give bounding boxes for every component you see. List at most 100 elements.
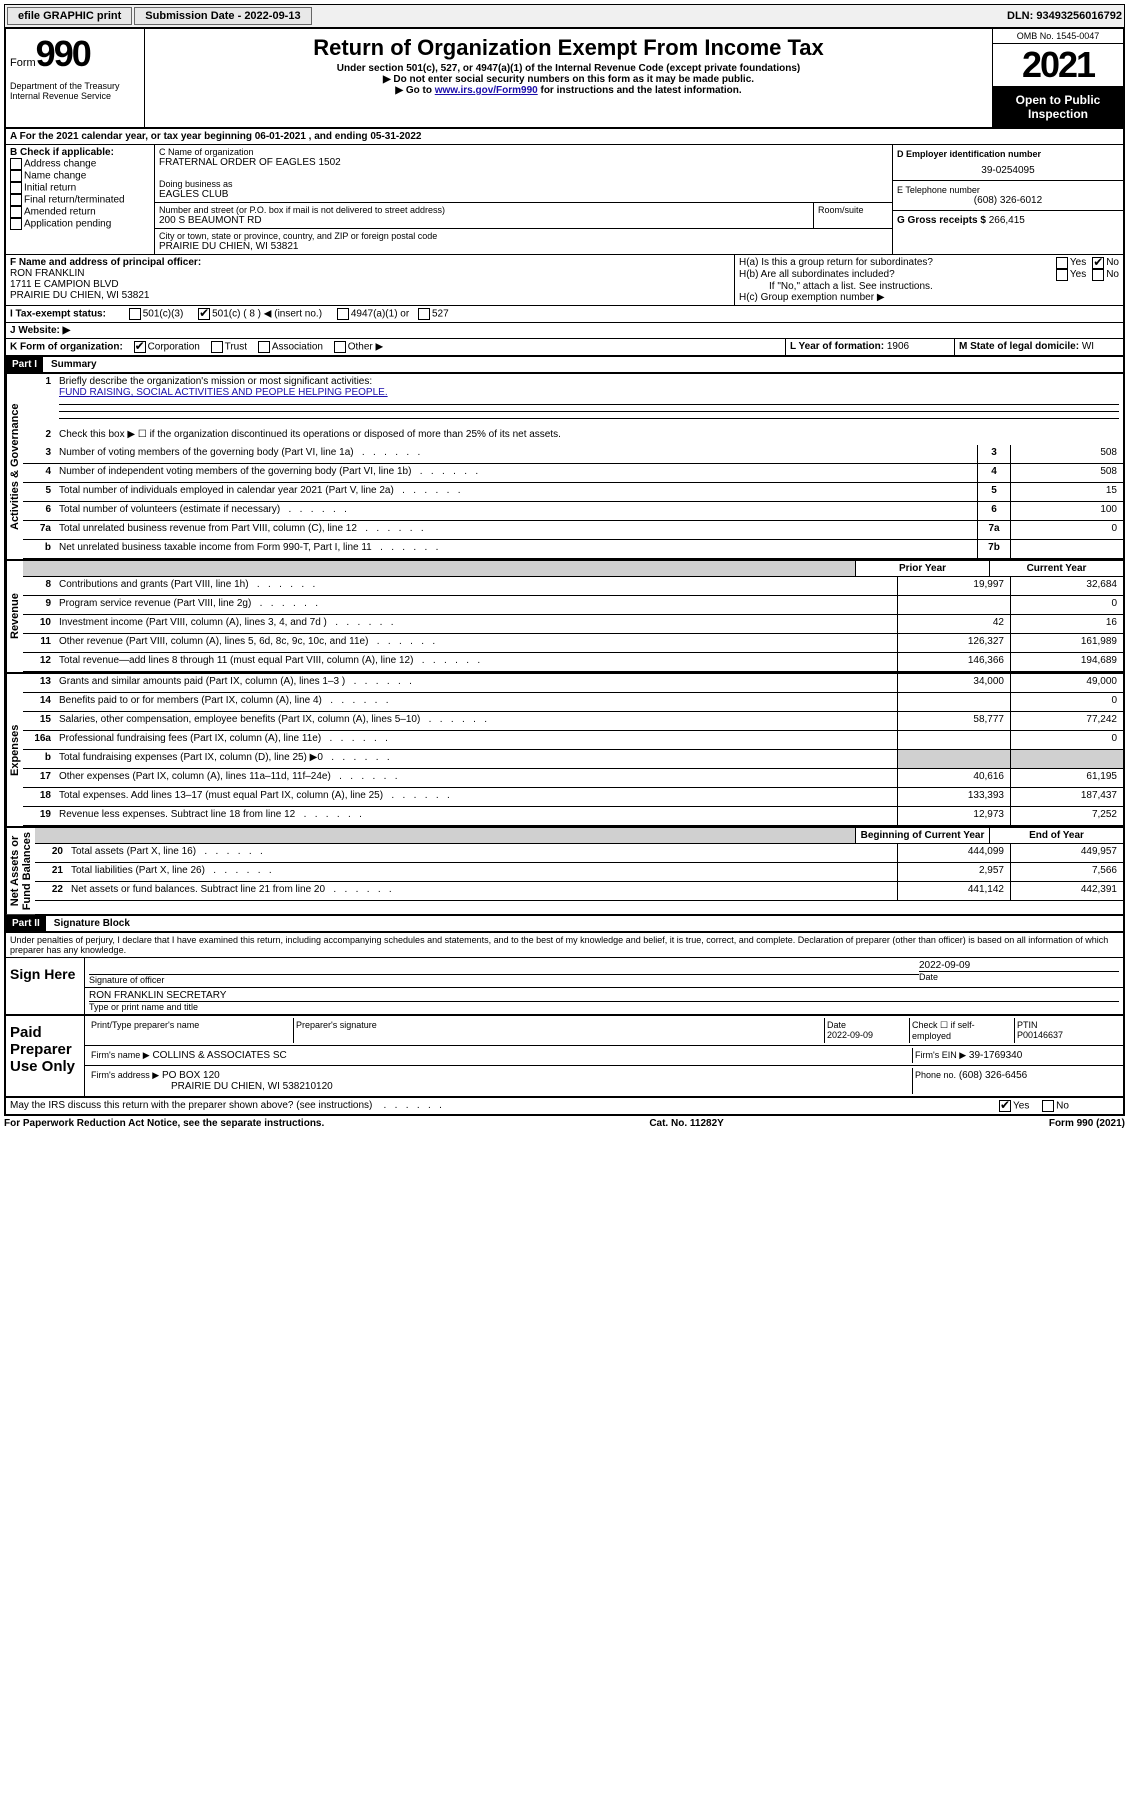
chk-initial[interactable]: Initial return <box>10 182 150 194</box>
line-prior: 2,957 <box>897 863 1010 881</box>
current-year-header: Current Year <box>989 561 1123 576</box>
sub3-pre: ▶ Go to <box>395 85 434 96</box>
chk-name[interactable]: Name change <box>10 170 150 182</box>
street-value: 200 S BEAUMONT RD <box>159 215 809 226</box>
line-text: Total unrelated business revenue from Pa… <box>55 521 977 539</box>
line-current: 0 <box>1010 596 1123 614</box>
i-501c3[interactable] <box>129 308 141 320</box>
chk-final-label: Final return/terminated <box>24 195 125 206</box>
paid-preparer-section: Paid Preparer Use Only Print/Type prepar… <box>4 1016 1125 1098</box>
line-text: Total revenue—add lines 8 through 11 (mu… <box>55 653 897 671</box>
footer: For Paperwork Reduction Act Notice, see … <box>4 1116 1125 1131</box>
line-num: 5 <box>23 483 55 501</box>
i-501c[interactable] <box>198 308 210 320</box>
line-current: 7,252 <box>1010 807 1123 825</box>
line-val: 508 <box>1010 464 1123 482</box>
part2-badge: Part II <box>6 916 46 931</box>
efile-button[interactable]: efile GRAPHIC print <box>7 7 132 25</box>
hb-no[interactable] <box>1092 269 1104 281</box>
footer-right: Form 990 (2021) <box>1049 1118 1125 1129</box>
submission-date-button[interactable]: Submission Date - 2022-09-13 <box>134 7 311 25</box>
summary-line: 12 Total revenue—add lines 8 through 11 … <box>23 653 1123 672</box>
discuss-yes[interactable] <box>999 1100 1011 1112</box>
line-num: 15 <box>23 712 55 730</box>
line-current <box>1010 750 1123 768</box>
line-current: 77,242 <box>1010 712 1123 730</box>
k-trust[interactable] <box>211 341 223 353</box>
firm-ein-label: Firm's EIN ▶ <box>915 1050 966 1060</box>
ha-yes[interactable] <box>1056 257 1068 269</box>
i-527-label: 527 <box>432 309 449 320</box>
line-text: Professional fundraising fees (Part IX, … <box>55 731 897 749</box>
discuss-label: May the IRS discuss this return with the… <box>10 1100 372 1111</box>
line-current: 161,989 <box>1010 634 1123 652</box>
box-b: B Check if applicable: Address change Na… <box>6 145 155 254</box>
box-c-label: C Name of organization <box>159 147 888 157</box>
line-current: 32,684 <box>1010 577 1123 595</box>
gov-vlabel: Activities & Governance <box>6 374 23 559</box>
chk-final[interactable]: Final return/terminated <box>10 194 150 206</box>
omb-number: OMB No. 1545-0047 <box>993 29 1123 44</box>
line-text: Total fundraising expenses (Part IX, col… <box>55 750 897 768</box>
discuss-no[interactable] <box>1042 1100 1054 1112</box>
dba-label: Doing business as <box>159 179 888 189</box>
i-4947[interactable] <box>337 308 349 320</box>
hc-label: H(c) Group exemption number ▶ <box>739 292 1119 303</box>
i-4947-label: 4947(a)(1) or <box>351 309 409 320</box>
form-header: Form990 Department of the Treasury Inter… <box>4 28 1125 129</box>
line-current: 61,195 <box>1010 769 1123 787</box>
chk-application[interactable]: Application pending <box>10 218 150 230</box>
line-num: 6 <box>23 502 55 520</box>
i-527[interactable] <box>418 308 430 320</box>
line-num: 22 <box>35 882 67 900</box>
line-num: 21 <box>35 863 67 881</box>
firm-phone-label: Phone no. <box>915 1070 956 1080</box>
mission-text[interactable]: FUND RAISING, SOCIAL ACTIVITIES AND PEOP… <box>59 387 388 398</box>
box-c: C Name of organization FRATERNAL ORDER O… <box>155 145 893 254</box>
line-prior: 42 <box>897 615 1010 633</box>
line-text: Total expenses. Add lines 13–17 (must eq… <box>55 788 897 806</box>
form-number: 990 <box>36 33 90 74</box>
line-current: 7,566 <box>1010 863 1123 881</box>
phone-value: (608) 326-6012 <box>897 195 1119 206</box>
hb-note: If "No," attach a list. See instructions… <box>739 281 1119 292</box>
chk-address[interactable]: Address change <box>10 158 150 170</box>
k-other[interactable] <box>334 341 346 353</box>
check-self: Check ☐ if self-employed <box>910 1018 1015 1043</box>
chk-address-label: Address change <box>24 159 96 170</box>
hb-yes[interactable] <box>1056 269 1068 281</box>
line1-label: Briefly describe the organization's miss… <box>59 376 372 387</box>
line-ref: 7a <box>977 521 1010 539</box>
line-ref: 6 <box>977 502 1010 520</box>
irs-link[interactable]: www.irs.gov/Form990 <box>435 85 538 96</box>
line-prior: 444,099 <box>897 844 1010 862</box>
k-corp[interactable] <box>134 341 146 353</box>
summary-line: 20 Total assets (Part X, line 16) 444,09… <box>35 844 1123 863</box>
chk-amended[interactable]: Amended return <box>10 206 150 218</box>
ha-no[interactable] <box>1092 257 1104 269</box>
k-assoc[interactable] <box>258 341 270 353</box>
summary-line: 14 Benefits paid to or for members (Part… <box>23 693 1123 712</box>
firm-addr2: PRAIRIE DU CHIEN, WI 538210120 <box>91 1081 333 1092</box>
klm-block: K Form of organization: Corporation Trus… <box>4 339 1125 357</box>
firm-name: COLLINS & ASSOCIATES SC <box>152 1050 286 1061</box>
sig-date: 2022-09-09 <box>919 960 1119 971</box>
subtitle-2: ▶ Do not enter social security numbers o… <box>153 74 984 85</box>
line2-num: 2 <box>23 427 55 445</box>
sub3-post: for instructions and the latest informat… <box>538 85 742 96</box>
officer-printed: RON FRANKLIN SECRETARY <box>89 990 1119 1001</box>
footer-left: For Paperwork Reduction Act Notice, see … <box>4 1118 324 1129</box>
prior-year-header: Prior Year <box>855 561 989 576</box>
box-j: J Website: ▶ <box>6 323 1123 338</box>
summary-line: b Net unrelated business taxable income … <box>23 540 1123 559</box>
k-trust-label: Trust <box>225 342 247 353</box>
line-num: b <box>23 750 55 768</box>
summary-line: 22 Net assets or fund balances. Subtract… <box>35 882 1123 901</box>
line-val: 15 <box>1010 483 1123 501</box>
gov-section: Activities & Governance 1 Briefly descri… <box>4 374 1125 559</box>
summary-line: 18 Total expenses. Add lines 13–17 (must… <box>23 788 1123 807</box>
line-current: 16 <box>1010 615 1123 633</box>
box-e-label: E Telephone number <box>897 185 1119 195</box>
box-m: M State of legal domicile: WI <box>955 339 1123 355</box>
line-text: Revenue less expenses. Subtract line 18 … <box>55 807 897 825</box>
